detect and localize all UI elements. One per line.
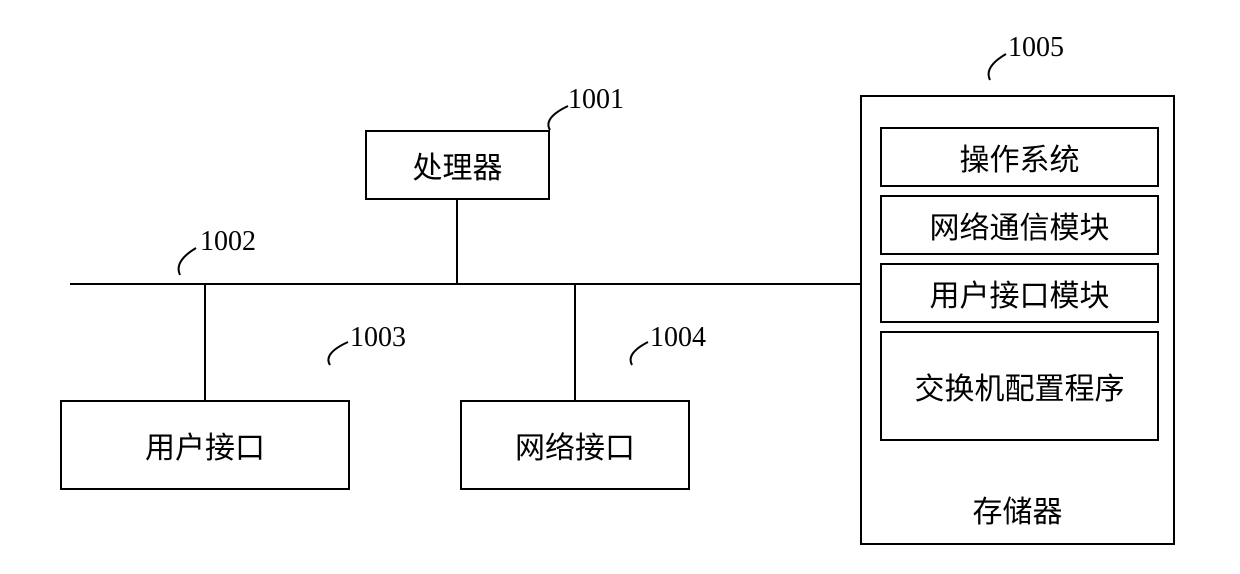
memory-item-label: 操作系统 (960, 135, 1080, 179)
processor-connector (456, 200, 458, 284)
user-interface-ref-label: 1003 (350, 322, 406, 354)
network-interface-connector (574, 284, 576, 400)
memory-item-label: 交换机配置程序 (915, 364, 1125, 408)
user-interface-connector (204, 284, 206, 400)
network-interface-label: 网络接口 (515, 423, 635, 467)
memory-ref-label: 1005 (1008, 32, 1064, 64)
processor-label: 处理器 (413, 143, 503, 187)
memory-item: 操作系统 (880, 127, 1159, 187)
memory-item-label: 网络通信模块 (930, 203, 1110, 247)
memory-caption: 存储器 (862, 487, 1173, 531)
network-interface-box: 网络接口 (460, 400, 690, 490)
memory-item: 用户接口模块 (880, 263, 1159, 323)
memory-box: 操作系统网络通信模块用户接口模块交换机配置程序 存储器 (860, 95, 1175, 545)
bus-ref-leader (174, 242, 202, 281)
bus-ref-label: 1002 (200, 226, 256, 258)
bus-line (70, 283, 860, 285)
memory-item: 交换机配置程序 (880, 331, 1159, 441)
diagram-canvas: { "canvas": { "width": 1240, "height": 5… (0, 0, 1240, 574)
network-interface-ref-label: 1004 (650, 322, 706, 354)
processor-box: 处理器 (365, 130, 550, 200)
processor-ref-label: 1001 (568, 84, 624, 116)
user-interface-box: 用户接口 (60, 400, 350, 490)
memory-item-label: 用户接口模块 (930, 271, 1110, 315)
user-interface-label: 用户接口 (145, 423, 265, 467)
memory-item: 网络通信模块 (880, 195, 1159, 255)
